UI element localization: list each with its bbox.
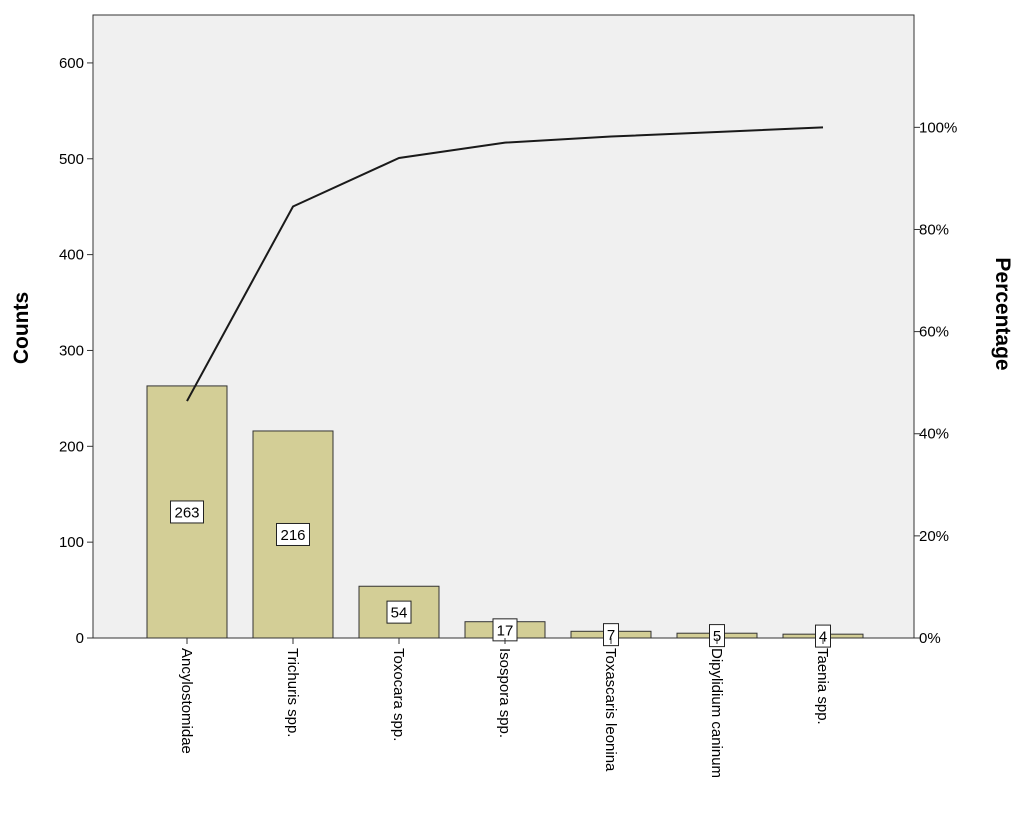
data-label-3: 17 — [492, 618, 518, 642]
data-label-2: 54 — [386, 600, 412, 624]
y2-tick-label: 20% — [919, 528, 949, 545]
y-tick-label: 400 — [59, 247, 84, 264]
y2-tick-label: 0% — [919, 630, 941, 647]
y2-tick-label: 100% — [919, 119, 957, 136]
y-tick-label: 500 — [59, 151, 84, 168]
data-label-box — [170, 500, 204, 524]
data-label-box — [276, 522, 310, 546]
y-tick-label: 100 — [59, 534, 84, 551]
data-label-text: 17 — [497, 622, 514, 639]
cumulative-line-layer — [186, 126, 824, 402]
y2-tick-label: 60% — [919, 324, 949, 341]
data-label-box — [709, 624, 725, 648]
data-label-4: 7 — [603, 623, 619, 647]
data-label-box — [386, 600, 412, 624]
data-label-box — [815, 624, 831, 648]
plot-area — [92, 14, 915, 639]
data-label-text: 7 — [607, 627, 615, 644]
data-label-text: 5 — [713, 628, 721, 645]
y-tick-label: 600 — [59, 55, 84, 72]
y2-axis-title: Percentage — [991, 257, 1014, 370]
data-label-5: 5 — [709, 624, 725, 648]
data-label-text: 54 — [391, 605, 408, 622]
cumulative-percent-line — [186, 126, 824, 402]
data-label-0: 263 — [170, 500, 204, 524]
x-tick-label: Toxascaris leonina — [602, 648, 619, 772]
x-tick-label: Dipylidium caninum — [708, 648, 725, 778]
x-axis: Ancylostomidae Trichuris spp. Toxocara spp… — [178, 638, 831, 778]
x-tick-label: Ancylostomidae — [178, 648, 195, 754]
y-axis-right: 0% 20% 40% 60% 80% 100% — [914, 119, 957, 647]
y-axis-left: 0 100 200 300 400 500 600 — [59, 55, 93, 647]
y2-tick-label: 40% — [919, 426, 949, 443]
y2-tick-label: 80% — [919, 221, 949, 238]
x-tick-label: Taenia spp. — [814, 648, 831, 725]
data-label-text: 4 — [819, 629, 827, 646]
data-label-text: 263 — [174, 504, 199, 521]
y-axis-title: Counts — [10, 292, 33, 364]
x-tick-label: Isospora spp. — [496, 648, 513, 738]
y-tick-label: 300 — [59, 342, 84, 359]
x-tick-label: Toxocara spp. — [390, 648, 407, 741]
y-tick-label: 0 — [76, 630, 84, 647]
x-tick-label: Trichuris spp. — [284, 648, 301, 737]
data-label-6: 4 — [815, 624, 831, 648]
y-tick-label: 200 — [59, 438, 84, 455]
data-label-1: 216 — [276, 522, 310, 546]
data-label-box — [603, 623, 619, 647]
data-label-text: 216 — [280, 527, 305, 544]
